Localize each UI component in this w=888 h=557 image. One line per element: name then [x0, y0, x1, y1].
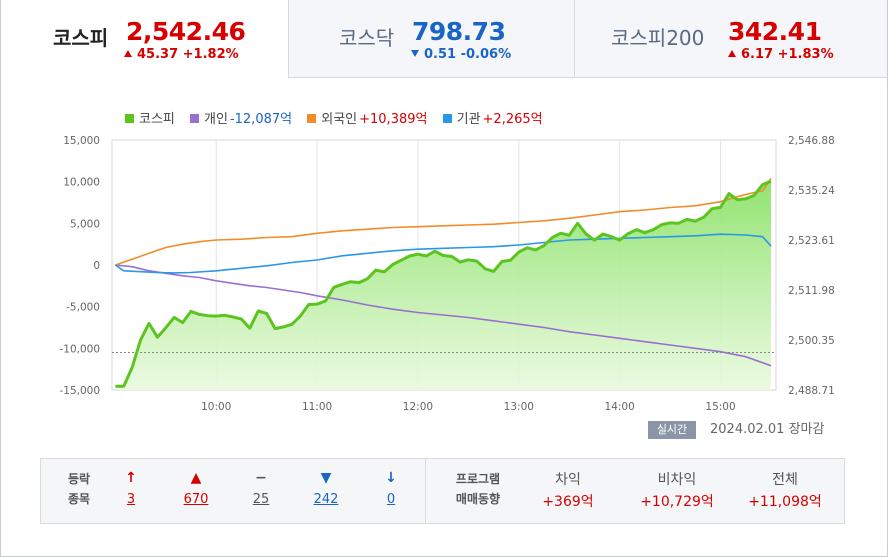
x-tick-label: 15:00 — [705, 401, 735, 413]
legend-item-institution: 기관 +2,265억 — [442, 108, 543, 127]
index-tabs: 코스피 2,542.46 45.37 +1.82% 코스닥 798.73 0.5… — [0, 0, 888, 80]
series-line-개인 — [115, 264, 772, 367]
change-text: 6.17 +1.83% — [741, 47, 834, 62]
up-triangle-icon — [124, 50, 132, 57]
program-column: 차익 +369억 — [518, 469, 618, 513]
y-right-tick-label: 2,488.71 — [788, 385, 835, 397]
legend-item-individual: 개인 -12,087억 — [190, 108, 292, 127]
tab-name: 코스닥 — [339, 26, 395, 50]
investor-trend-chart: 15,000 10,000 5,000 0 -5,000 -10,000 -15,000 2,… — [59, 135, 835, 413]
label-top: 프로그램 — [455, 472, 501, 486]
legend-swatch — [190, 114, 200, 123]
chart-legend: 코스피 개인 -12,087억 외국인 +10,389억 기관 +2,265억 — [125, 108, 554, 127]
tab-change: 0.51 -0.06% — [411, 47, 511, 62]
x-tick-label: 10:00 — [201, 401, 231, 413]
stat-column: ↑ 3 — [106, 467, 156, 511]
label-bottom: 매매동향 — [455, 492, 501, 506]
y-right-tick-label: 2,500.35 — [788, 335, 835, 347]
program-head: 전체 — [772, 472, 798, 488]
stat-count-link[interactable]: 242 — [313, 492, 339, 507]
y-left-tick-label: 15,000 — [63, 135, 100, 147]
stat-column: ▲ 670 — [171, 467, 221, 511]
legend-label: 개인 — [204, 112, 228, 127]
tab-value: 342.41 — [728, 17, 822, 46]
program-head: 차익 — [555, 472, 581, 488]
y-left-tick-label: -5,000 — [66, 302, 100, 314]
realtime-button[interactable]: 실시간 — [648, 421, 696, 439]
tab-change: 45.37 +1.82% — [124, 47, 239, 62]
down-triangle-icon — [411, 50, 419, 57]
date-label: 2024.02.01 — [710, 422, 785, 437]
tab-kospi200[interactable]: 코스피200 342.41 6.17 +1.83% — [574, 0, 887, 78]
program-value: +10,729억 — [640, 494, 714, 510]
tab-kosdaq[interactable]: 코스닥 798.73 0.51 -0.06% — [288, 0, 574, 78]
legend-swatch — [442, 114, 452, 123]
market-stats-panel: 등락 종목 ↑ 3 ▲ 670−25 ▼ 242 ↓ 0 프로그램 매매동향 차익 +369억 비… — [40, 458, 845, 524]
stat-count-link[interactable]: 670 — [183, 492, 209, 507]
tab-name: 코스피200 — [611, 26, 705, 50]
y-left-tick-label: 5,000 — [70, 218, 100, 230]
tab-name: 코스피 — [53, 26, 109, 50]
status-label: 장마감 — [788, 422, 825, 437]
change-text: 45.37 +1.82% — [137, 47, 239, 62]
x-tick-label: 11:00 — [302, 401, 332, 413]
y-left-tick-label: 0 — [93, 260, 100, 272]
kospi-area — [115, 181, 772, 390]
tab-value: 798.73 — [412, 17, 506, 46]
stat-column: − 25 — [236, 467, 286, 511]
legend-label: 기관 — [456, 112, 481, 127]
program-value: +369억 — [542, 494, 594, 510]
x-tick-label: 12:00 — [403, 401, 433, 413]
stat-column: ↓ 0 — [366, 467, 416, 511]
y-left-tick-label: -15,000 — [59, 385, 100, 397]
unchanged-icon: − — [255, 470, 267, 486]
tab-value: 2,542.46 — [126, 17, 246, 46]
stat-column: ▼ 242 — [301, 467, 351, 511]
legend-swatch — [125, 114, 134, 123]
program-value: +11,098억 — [748, 494, 822, 510]
stat-count-link[interactable]: 25 — [252, 492, 270, 507]
x-tick-label: 13:00 — [504, 401, 534, 413]
y-right-tick-label: 2,523.61 — [788, 235, 835, 247]
legend-item-kospi: 코스피 — [125, 108, 175, 127]
program-column: 비차익 +10,729억 — [627, 469, 727, 513]
stat-count-link[interactable]: 3 — [126, 492, 136, 507]
program-column: 전체 +11,098억 — [735, 469, 835, 513]
lower-limit-icon: ↓ — [385, 470, 397, 486]
rise-fall-label: 등락 종목 — [59, 469, 99, 509]
legend-swatch — [307, 114, 317, 123]
x-tick-label: 14:00 — [605, 401, 635, 413]
legend-label: 코스피 — [139, 112, 175, 127]
program-trading-label: 프로그램 매매동향 — [445, 469, 511, 509]
legend-value: -12,087억 — [229, 112, 293, 127]
tab-change: 6.17 +1.83% — [728, 47, 834, 62]
divider — [425, 459, 426, 523]
change-text: 0.51 -0.06% — [424, 47, 512, 62]
upper-limit-icon: ↑ — [125, 470, 137, 486]
series-line-기관 — [114, 233, 772, 274]
legend-item-foreign: 외국인 +10,389억 — [307, 108, 427, 127]
legend-value: +10,389억 — [359, 112, 428, 127]
rise-icon: ▲ — [190, 470, 202, 486]
tab-kospi[interactable]: 코스피 2,542.46 45.37 +1.82% — [1, 0, 288, 78]
legend-label: 외국인 — [321, 112, 358, 127]
legend-value: +2,265억 — [482, 112, 543, 127]
fall-icon: ▼ — [320, 470, 332, 486]
market-status: 2024.02.01 장마감 — [710, 421, 824, 439]
series-line-외국인 — [115, 177, 772, 266]
program-head: 비차익 — [657, 472, 697, 488]
kospi-line — [115, 179, 772, 388]
y-right-tick-label: 2,511.98 — [788, 285, 835, 297]
label-bottom: 종목 — [67, 492, 91, 506]
y-right-tick-label: 2,546.88 — [788, 135, 835, 147]
up-triangle-icon — [728, 50, 736, 57]
y-left-tick-label: 10,000 — [63, 177, 100, 189]
y-left-tick-label: -10,000 — [59, 343, 100, 355]
stat-count-link[interactable]: 0 — [386, 492, 396, 507]
y-right-tick-label: 2,535.24 — [788, 185, 835, 197]
label-top: 등락 — [67, 472, 91, 486]
